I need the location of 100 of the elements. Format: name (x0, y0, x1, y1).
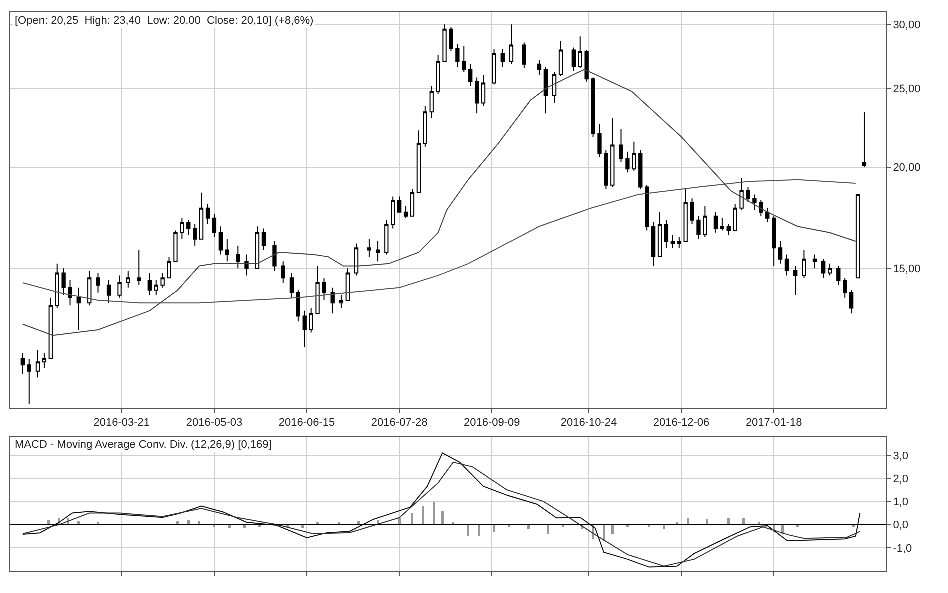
candlestick (720, 218, 724, 232)
candlestick (167, 256, 172, 279)
candlestick (645, 184, 650, 232)
candlestick (651, 222, 656, 267)
candlestick (610, 118, 615, 188)
candlestick (48, 297, 53, 360)
candlestick (20, 352, 25, 376)
bar (687, 518, 689, 526)
candlestick (522, 42, 526, 69)
candlestick (604, 150, 608, 190)
line-series (22, 179, 856, 304)
candlestick (62, 268, 66, 296)
candlestick (88, 270, 92, 306)
bar (187, 520, 190, 526)
bar (433, 502, 435, 526)
candlestick (316, 266, 320, 314)
candlestick (193, 224, 198, 246)
candlestick (772, 216, 776, 267)
bar (411, 513, 413, 526)
candlestick (354, 243, 359, 276)
candlestick (339, 294, 344, 309)
candlestick (558, 40, 564, 77)
candlestick (584, 50, 589, 82)
candlestick (658, 212, 662, 258)
candlestick (690, 198, 694, 226)
candlestick (154, 280, 158, 296)
candlestick (537, 60, 542, 76)
candlestick (677, 236, 682, 249)
candlestick (591, 77, 596, 138)
candlestick (474, 77, 480, 114)
candlestick (106, 280, 112, 304)
x-tick-label: 2016-12-06 (653, 416, 710, 429)
x-tick-label: 2016-06-15 (278, 416, 336, 429)
candlestick (664, 220, 669, 249)
bar (706, 519, 708, 526)
candlestick (468, 64, 473, 87)
candlestick (509, 24, 514, 65)
candlestick (423, 106, 428, 148)
candlestick (309, 308, 314, 334)
candlestick (696, 216, 701, 240)
candlestick (726, 224, 731, 236)
candlestick (759, 200, 764, 217)
candlestick (430, 86, 434, 119)
bar (47, 520, 50, 526)
candlestick (272, 241, 277, 272)
line-series (22, 69, 856, 336)
candlestick (626, 151, 630, 174)
candlestick (638, 150, 643, 190)
candlestick (42, 352, 47, 369)
candlestick (733, 204, 738, 232)
candlestick (96, 272, 100, 294)
candlestick (822, 258, 826, 279)
candlestick (281, 261, 286, 284)
y-tick-label: 2,0 (893, 473, 908, 486)
candlestick (255, 226, 260, 270)
candlestick (802, 250, 806, 279)
candlestick (137, 250, 142, 286)
bar (441, 511, 444, 526)
candlestick (262, 228, 266, 251)
candlestick (330, 287, 335, 314)
candlestick (160, 272, 165, 288)
bar (727, 518, 730, 526)
candlestick (206, 204, 210, 226)
candlestick (836, 266, 841, 286)
candlestick (778, 241, 783, 264)
bar (742, 518, 745, 526)
y-tick-label: 1,0 (893, 496, 908, 509)
x-tick-label: 2016-07-28 (371, 416, 428, 429)
chart-title: [Open: 20,25 High: 23,40 Low: 20,00 Close: 20,10] (+8,6%) (15, 15, 314, 27)
candlestick (456, 43, 460, 68)
candlestick (449, 26, 454, 52)
chart-title: MACD - Moving Average Conv. Div. (12,26,9) [0,169] (15, 439, 272, 451)
candlestick (218, 226, 224, 256)
candlestick (244, 254, 249, 276)
candlestick (481, 74, 486, 107)
candlestick (784, 254, 790, 276)
candlestick (346, 268, 350, 301)
candlestick (552, 72, 557, 104)
candlestick (572, 47, 576, 72)
candlestick (812, 254, 818, 270)
candlestick (746, 186, 750, 203)
candlestick (462, 46, 466, 73)
candlestick (849, 290, 854, 314)
y-tick-label: 3,0 (893, 450, 908, 462)
x-tick-label: 2017-01-18 (746, 416, 802, 429)
candlestick (416, 130, 422, 194)
candlestick (148, 272, 152, 296)
candlestick (436, 54, 440, 96)
candlestick (397, 196, 402, 213)
candlestick (302, 310, 307, 348)
y-tick-label: 25,00 (893, 84, 921, 96)
candlestick (404, 206, 408, 219)
candlestick (544, 66, 548, 114)
candlestick (828, 263, 832, 276)
y-tick-label: 15,00 (893, 263, 921, 276)
y-tick-label: -1,0 (893, 542, 912, 555)
y-tick-label: 20,00 (893, 162, 921, 174)
candlestick (322, 278, 326, 301)
candlestick (180, 218, 184, 240)
candlestick (391, 196, 396, 230)
